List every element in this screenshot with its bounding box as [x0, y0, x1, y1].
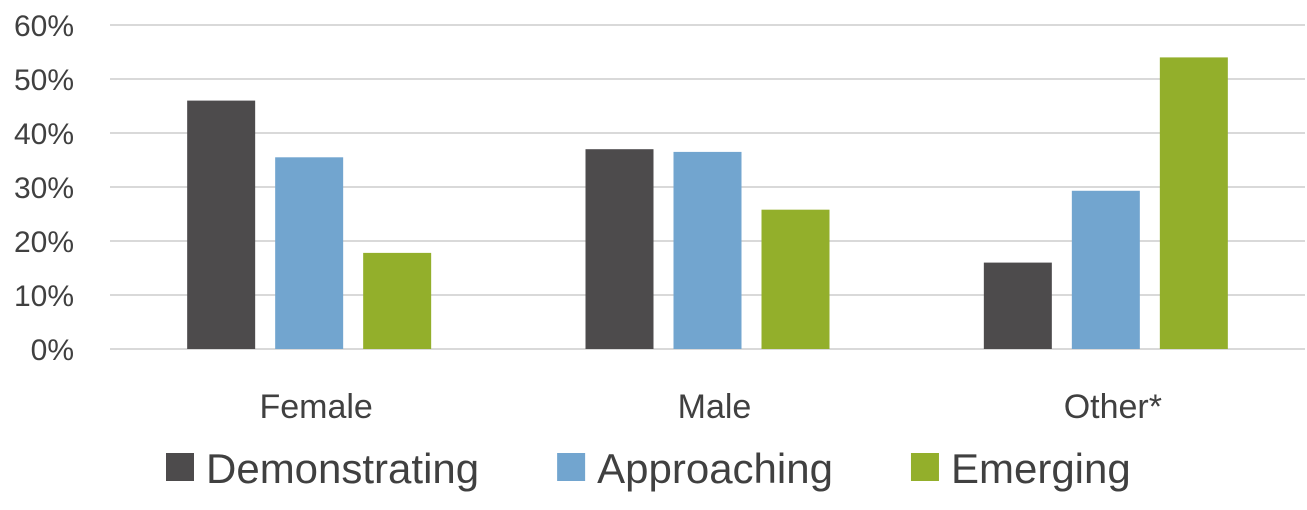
y-tick-label: 20%	[14, 226, 74, 259]
y-axis-tick-labels: 0% 10% 20% 30% 40% 50% 60%	[14, 10, 74, 367]
legend-swatch-approaching	[557, 453, 586, 481]
bar-male-demonstrating	[585, 149, 654, 349]
y-tick-label: 60%	[14, 10, 74, 43]
x-category-label: Other*	[1064, 388, 1162, 426]
bar-other-demonstrating	[983, 262, 1052, 349]
bar-other-emerging	[1159, 57, 1228, 350]
bars	[187, 57, 1228, 350]
legend-swatch-demonstrating	[166, 453, 194, 481]
bar-female-demonstrating	[187, 100, 256, 349]
x-category-label: Male	[678, 388, 752, 426]
legend-label-approaching: Approaching	[597, 445, 833, 492]
legend: Demonstrating Approaching Emerging	[166, 445, 1131, 492]
y-tick-label: 50%	[14, 64, 74, 97]
x-category-label: Female	[259, 388, 372, 426]
y-tick-label: 30%	[14, 172, 74, 205]
legend-label-demonstrating: Demonstrating	[206, 445, 479, 492]
legend-label-emerging: Emerging	[951, 445, 1131, 492]
bar-female-emerging	[363, 252, 432, 349]
bar-male-approaching	[673, 151, 742, 349]
bar-other-approaching	[1071, 190, 1140, 349]
bar-male-emerging	[761, 209, 830, 349]
legend-swatch-emerging	[910, 453, 939, 481]
bar-female-approaching	[275, 157, 344, 349]
y-tick-label: 40%	[14, 118, 74, 151]
y-tick-label: 0%	[31, 334, 74, 367]
x-axis-category-labels: Female Male Other*	[259, 388, 1161, 426]
y-tick-label: 10%	[14, 280, 74, 313]
